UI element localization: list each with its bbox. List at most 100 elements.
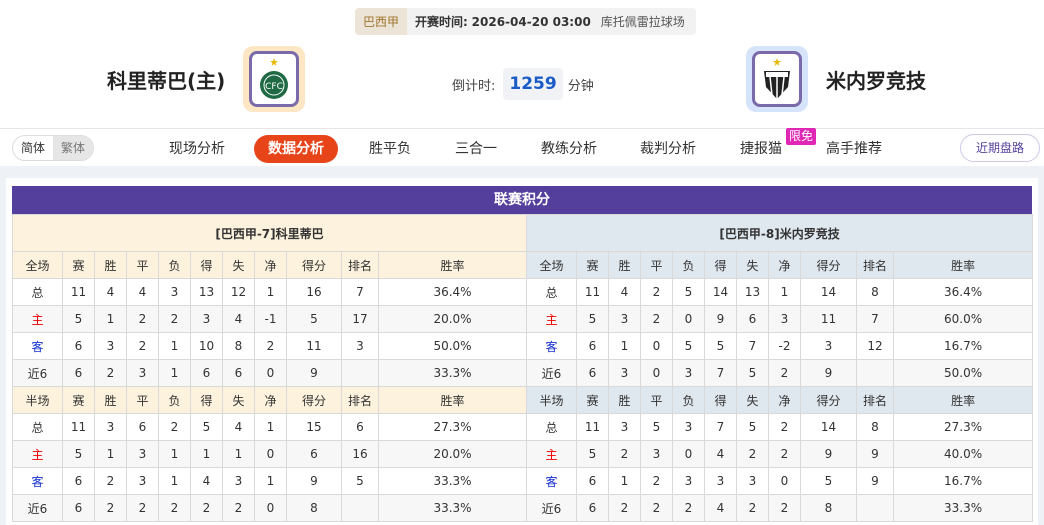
cell: 5: [341, 467, 379, 495]
table-row: 近6 6 2 2 2 2 2 0 8 33.3%: [12, 494, 527, 522]
cell: 8: [222, 332, 255, 360]
table-row: 客 6 3 2 1 10 8 2 11 3 50.0%: [12, 332, 527, 360]
column-header: 失: [222, 386, 255, 414]
cell: 2: [254, 332, 287, 360]
cell: 40.0%: [892, 440, 1034, 468]
row-label: 近6: [12, 359, 63, 387]
table-row: 近6 6 2 3 1 6 6 0 9 33.3%: [12, 359, 527, 387]
row-label: 客: [526, 332, 577, 360]
row-label: 总: [526, 278, 577, 306]
match-info-bar: 巴西甲 开赛时间: 2026-04-20 03:00 库托佩雷拉球场: [355, 8, 696, 35]
cell: 9: [286, 467, 342, 495]
cell: 1: [158, 332, 191, 360]
cell: 9: [286, 359, 342, 387]
cell: 10: [190, 332, 223, 360]
table-row: 近6 6 3 0 3 7 5 2 9 50.0%: [526, 359, 1034, 387]
tab-win-draw-loss[interactable]: 胜平负: [369, 141, 411, 157]
column-header: 胜: [608, 386, 641, 414]
cell: 6: [190, 359, 223, 387]
cell: 5: [736, 413, 769, 441]
cell: 6: [62, 332, 95, 360]
tab-live-analysis[interactable]: 现场分析: [169, 141, 225, 157]
column-header: 胜: [608, 251, 641, 279]
cell: 6: [222, 359, 255, 387]
league-tag[interactable]: 巴西甲: [355, 8, 408, 35]
table-row: 总 11 4 4 3 13 12 1 16 7 36.4%: [12, 278, 527, 306]
tab-expert-picks[interactable]: 高手推荐: [826, 141, 882, 157]
free-badge: 限免: [786, 128, 817, 145]
cell: 8: [800, 494, 857, 522]
cell: 1: [190, 440, 223, 468]
column-header: 得: [704, 386, 737, 414]
cell: -1: [254, 305, 287, 333]
table-row: 主 5 1 2 2 3 4 -1 5 17 20.0%: [12, 305, 527, 333]
tab-coach-analysis[interactable]: 教练分析: [541, 141, 597, 157]
away-team-logo[interactable]: [746, 46, 808, 112]
column-header: 净: [254, 386, 287, 414]
cell: 17: [341, 305, 379, 333]
cell: 3: [126, 359, 159, 387]
cell: 3: [94, 332, 127, 360]
cell: 9: [856, 467, 894, 495]
match-time: 2026-04-20 03:00: [471, 15, 591, 29]
away-standings-table: [巴西甲-8]米内罗竞技 全场赛胜平负得失净得分 排名 胜率总 11 4 2 5 14 13 1 14…: [525, 214, 1034, 522]
tab-three-in-one[interactable]: 三合一: [455, 141, 497, 157]
cell: 11: [286, 332, 342, 360]
cell: 6: [576, 467, 609, 495]
column-header: 负: [158, 386, 191, 414]
lang-simplified[interactable]: 简体: [21, 141, 46, 155]
column-header: 平: [126, 251, 159, 279]
cell: 2: [158, 413, 191, 441]
cell: 4: [704, 440, 737, 468]
language-toggle[interactable]: 简体 繁体: [12, 135, 95, 161]
column-header: 平: [126, 386, 159, 414]
cell: 1: [608, 467, 641, 495]
column-header-row: 半场赛胜平负得失净得分 排名 胜率: [526, 386, 1034, 414]
cell: 2: [640, 278, 673, 306]
cell: 2: [190, 494, 223, 522]
table-row: 客 6 1 2 3 3 3 0 5 9 16.7%: [526, 467, 1034, 495]
cell: 8: [286, 494, 342, 522]
cell: 1: [608, 332, 641, 360]
cell: 2: [126, 305, 159, 333]
lang-traditional[interactable]: 繁体: [53, 136, 94, 160]
cell: 3: [672, 359, 705, 387]
away-team-name[interactable]: 米内罗竞技: [826, 69, 926, 93]
cell: 12: [222, 278, 255, 306]
countdown: 倒计时: 1259 分钟: [452, 68, 594, 100]
cell: [856, 359, 894, 387]
cell: 3: [126, 440, 159, 468]
cell: 16: [286, 278, 342, 306]
cell: [856, 494, 894, 522]
cell: 20.0%: [378, 440, 527, 468]
cell: 2: [768, 494, 801, 522]
column-header: 失: [736, 386, 769, 414]
column-header: 净: [768, 251, 801, 279]
row-label: 客: [526, 467, 577, 495]
column-header: 失: [222, 251, 255, 279]
cell: 6: [62, 494, 95, 522]
venue: 库托佩雷拉球场: [600, 15, 685, 29]
cell: 2: [608, 440, 641, 468]
cell: [341, 494, 379, 522]
cell: 3: [190, 305, 223, 333]
cell: 4: [222, 305, 255, 333]
column-header: 排名: [856, 386, 894, 414]
column-header: 得分: [286, 251, 342, 279]
home-team-name[interactable]: 科里蒂巴(主): [107, 69, 226, 93]
cell: 16.7%: [892, 332, 1034, 360]
home-team-logo[interactable]: CFC: [243, 46, 305, 112]
recent-handicap-button[interactable]: 近期盘路: [960, 134, 1040, 162]
table-row: 客 6 1 0 5 5 7 -2 3 12 16.7%: [526, 332, 1034, 360]
tab-jiebaomao[interactable]: 捷报猫: [740, 141, 782, 157]
cell: 2: [126, 494, 159, 522]
cell: 16: [341, 440, 379, 468]
column-header: 负: [672, 251, 705, 279]
column-header: 得: [704, 251, 737, 279]
section-label: 半场: [12, 386, 63, 414]
tab-referee-analysis[interactable]: 裁判分析: [640, 141, 696, 157]
tab-data-analysis[interactable]: 数据分析: [254, 135, 338, 163]
cell: 2: [94, 494, 127, 522]
column-header: 胜率: [892, 251, 1034, 279]
cell: 3: [672, 413, 705, 441]
